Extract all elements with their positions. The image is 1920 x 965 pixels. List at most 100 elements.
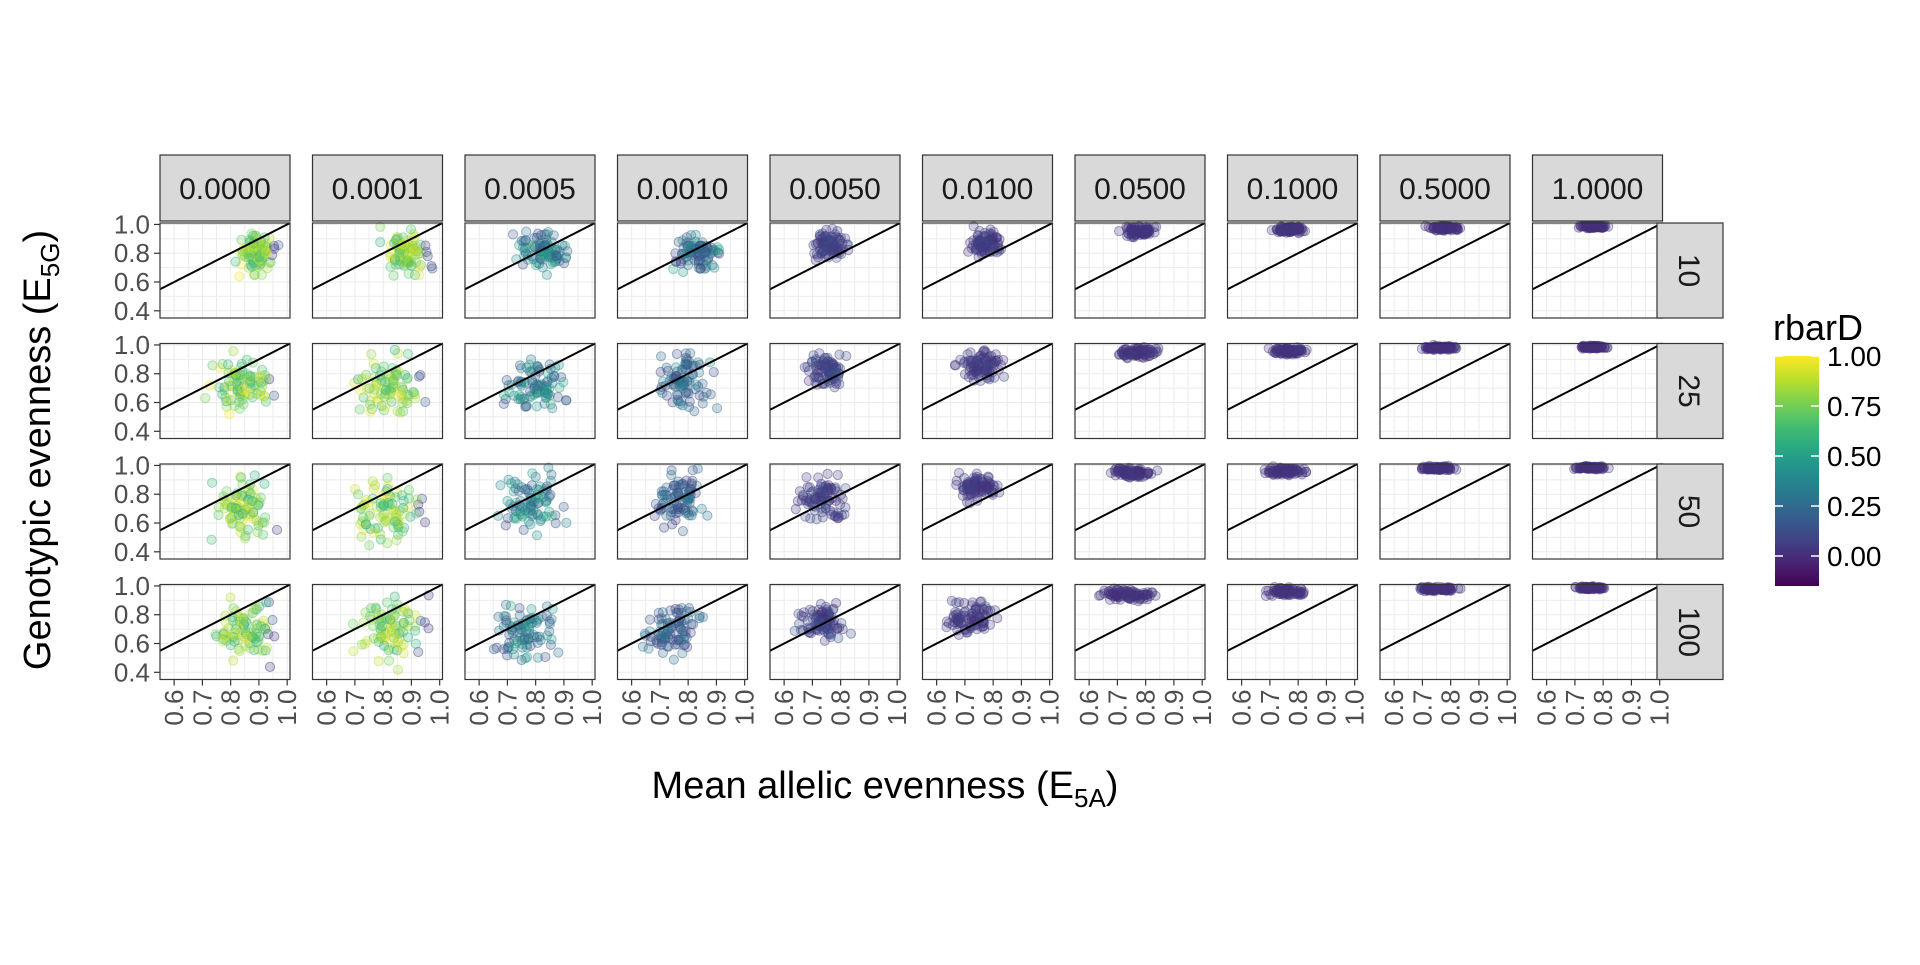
data-point	[1273, 227, 1284, 238]
data-point	[683, 237, 694, 248]
data-point	[390, 259, 401, 270]
data-point	[813, 472, 824, 483]
data-point	[545, 259, 556, 270]
data-point	[371, 380, 382, 391]
data-point	[826, 484, 837, 495]
x-tick-label: 0.7	[340, 690, 370, 726]
x-tick-label: 0.7	[1560, 690, 1590, 726]
data-point	[822, 234, 833, 245]
data-point	[507, 229, 519, 240]
data-point	[677, 526, 689, 537]
data-point	[365, 406, 376, 417]
data-point	[825, 632, 836, 643]
data-point	[671, 348, 683, 360]
data-point	[1294, 223, 1305, 234]
panel-border	[311, 222, 444, 319]
data-point	[1114, 226, 1125, 237]
data-point	[985, 234, 996, 245]
data-point	[1134, 221, 1145, 232]
data-point	[388, 254, 399, 265]
data-point	[709, 262, 720, 273]
legend-tick-label: 0.75	[1827, 391, 1882, 422]
data-point	[832, 513, 843, 524]
data-point	[1135, 227, 1146, 238]
data-point	[207, 477, 218, 488]
data-point	[1283, 226, 1294, 237]
data-point	[979, 240, 990, 251]
data-point	[834, 235, 845, 246]
data-point	[541, 229, 552, 240]
data-point	[259, 246, 270, 257]
data-point	[1141, 227, 1152, 238]
data-point	[970, 243, 981, 255]
data-point	[659, 522, 670, 533]
panel-r25-c7	[1226, 342, 1359, 440]
panel-r10-c7	[1226, 221, 1359, 319]
data-point	[819, 245, 830, 256]
data-point	[809, 248, 820, 259]
data-point	[979, 240, 990, 251]
data-point	[1295, 226, 1306, 237]
data-point	[405, 256, 417, 267]
data-point	[423, 623, 434, 634]
data-point	[820, 242, 831, 253]
data-point	[982, 242, 993, 253]
data-point	[551, 244, 563, 255]
data-point	[801, 472, 812, 483]
data-point	[820, 248, 831, 260]
data-point	[405, 241, 416, 252]
data-point	[247, 250, 259, 261]
data-point	[375, 221, 386, 232]
data-point	[683, 356, 695, 367]
data-point	[974, 235, 985, 246]
data-point	[254, 256, 265, 268]
data-point	[230, 256, 241, 267]
data-point	[1123, 228, 1134, 239]
data-point	[527, 240, 539, 251]
data-point	[392, 233, 403, 245]
data-point	[1292, 226, 1303, 237]
data-point	[1135, 229, 1146, 241]
data-point	[832, 226, 843, 237]
data-point	[254, 372, 265, 383]
column-facet-label: 0.5000	[1399, 173, 1491, 206]
data-point	[1131, 224, 1142, 235]
data-point	[255, 245, 266, 256]
panel-background	[1380, 584, 1510, 680]
data-point	[1283, 223, 1294, 234]
data-point	[1274, 226, 1286, 237]
x-tick-label: 1.0	[1645, 690, 1675, 726]
data-point	[1141, 224, 1152, 235]
data-point	[1280, 224, 1292, 235]
data-point	[1138, 229, 1150, 240]
data-point	[973, 235, 984, 247]
data-point	[1095, 590, 1106, 601]
data-point	[1141, 589, 1152, 600]
panel-r100-c3	[616, 583, 749, 681]
panel-r25-c4	[769, 342, 901, 440]
data-point	[1128, 232, 1139, 243]
data-point	[694, 610, 705, 622]
data-point	[501, 615, 512, 626]
reference-line	[1227, 222, 1358, 291]
data-point	[252, 245, 263, 256]
data-point	[500, 520, 511, 531]
data-point	[390, 255, 401, 266]
data-point	[258, 241, 269, 252]
data-point	[974, 225, 985, 237]
x-tick-label: 1.0	[425, 690, 455, 726]
panels-layer	[159, 220, 1664, 681]
data-point	[1142, 225, 1153, 236]
data-point	[386, 622, 397, 633]
x-tick-label: 0.8	[978, 690, 1008, 726]
data-point	[394, 247, 405, 258]
data-point	[560, 253, 571, 264]
data-point	[840, 233, 851, 244]
column-facet-label: 1.0000	[1552, 173, 1644, 206]
y-tick-label: 1.0	[114, 330, 150, 360]
data-point	[828, 240, 839, 251]
data-point	[684, 396, 695, 407]
y-tick-label: 0.8	[114, 600, 150, 630]
data-point	[403, 257, 414, 268]
